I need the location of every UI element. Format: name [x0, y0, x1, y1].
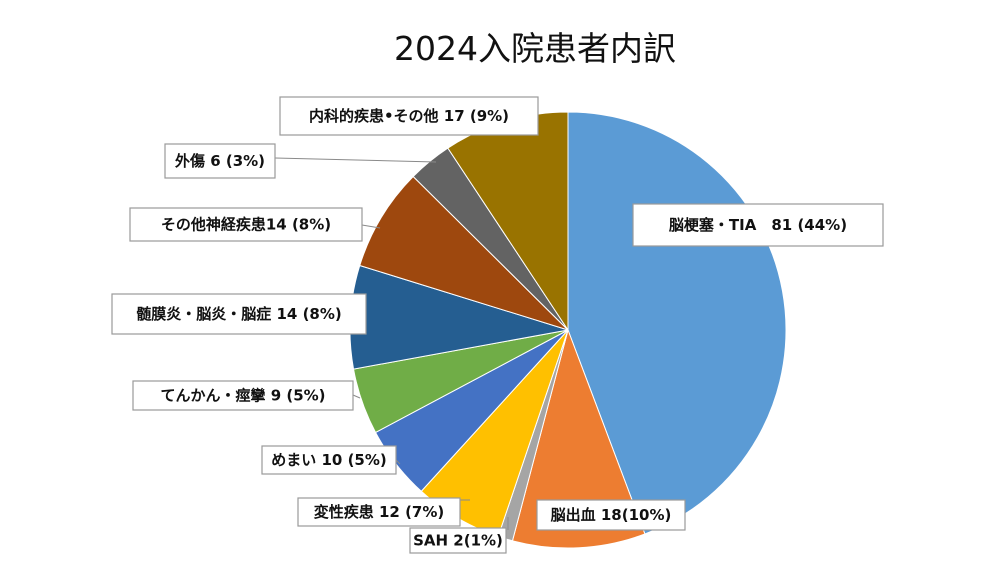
chart-title: 2024入院患者内訳 — [394, 29, 676, 68]
data-label-box-10 — [279, 96, 539, 136]
leader-line-9 — [274, 157, 437, 163]
data-label-7: 髄膜炎・脳炎・脳症 14 (8%) — [136, 305, 342, 323]
data-label-3: SAH 2(1%) — [413, 532, 503, 550]
data-label-6: てんかん・痙攣 9 (5%) — [160, 387, 325, 405]
leader-line-8 — [361, 224, 381, 229]
data-label-9: 外傷 6 (3%) — [174, 152, 265, 170]
leader-line-5 — [395, 459, 401, 465]
data-label-box-2 — [536, 499, 686, 531]
data-label-box-9 — [164, 143, 276, 179]
leader-line-6 — [352, 394, 361, 399]
data-label-4: 変性疾患 12 (7%) — [314, 503, 445, 521]
slice-labels: 脳梗塞・TIA 81 (44%) 脳出血 18(10%) SAH 2(1%) 変性疾患… — [111, 96, 884, 554]
data-label-box-6 — [132, 380, 354, 411]
pie-slice-2 — [511, 328, 646, 549]
data-label-box-4 — [297, 497, 461, 527]
data-label-box-8 — [129, 207, 363, 242]
data-label-box-5 — [261, 445, 397, 475]
data-label-10: 内科的疾患•その他 17 (9%) — [309, 107, 509, 125]
data-label-8: その他神経疾患14 (8%) — [161, 216, 331, 234]
data-label-box-3 — [409, 527, 507, 554]
data-label-box-1 — [632, 203, 884, 247]
data-label-2: 脳出血 18(10%) — [551, 506, 672, 524]
data-label-5: めまい 10 (5%) — [271, 451, 387, 469]
pie-slices — [349, 111, 787, 549]
data-label-1: 脳梗塞・TIA 81 (44%) — [669, 216, 847, 234]
pie-slice-8 — [359, 175, 569, 331]
data-label-box-7 — [111, 293, 367, 335]
